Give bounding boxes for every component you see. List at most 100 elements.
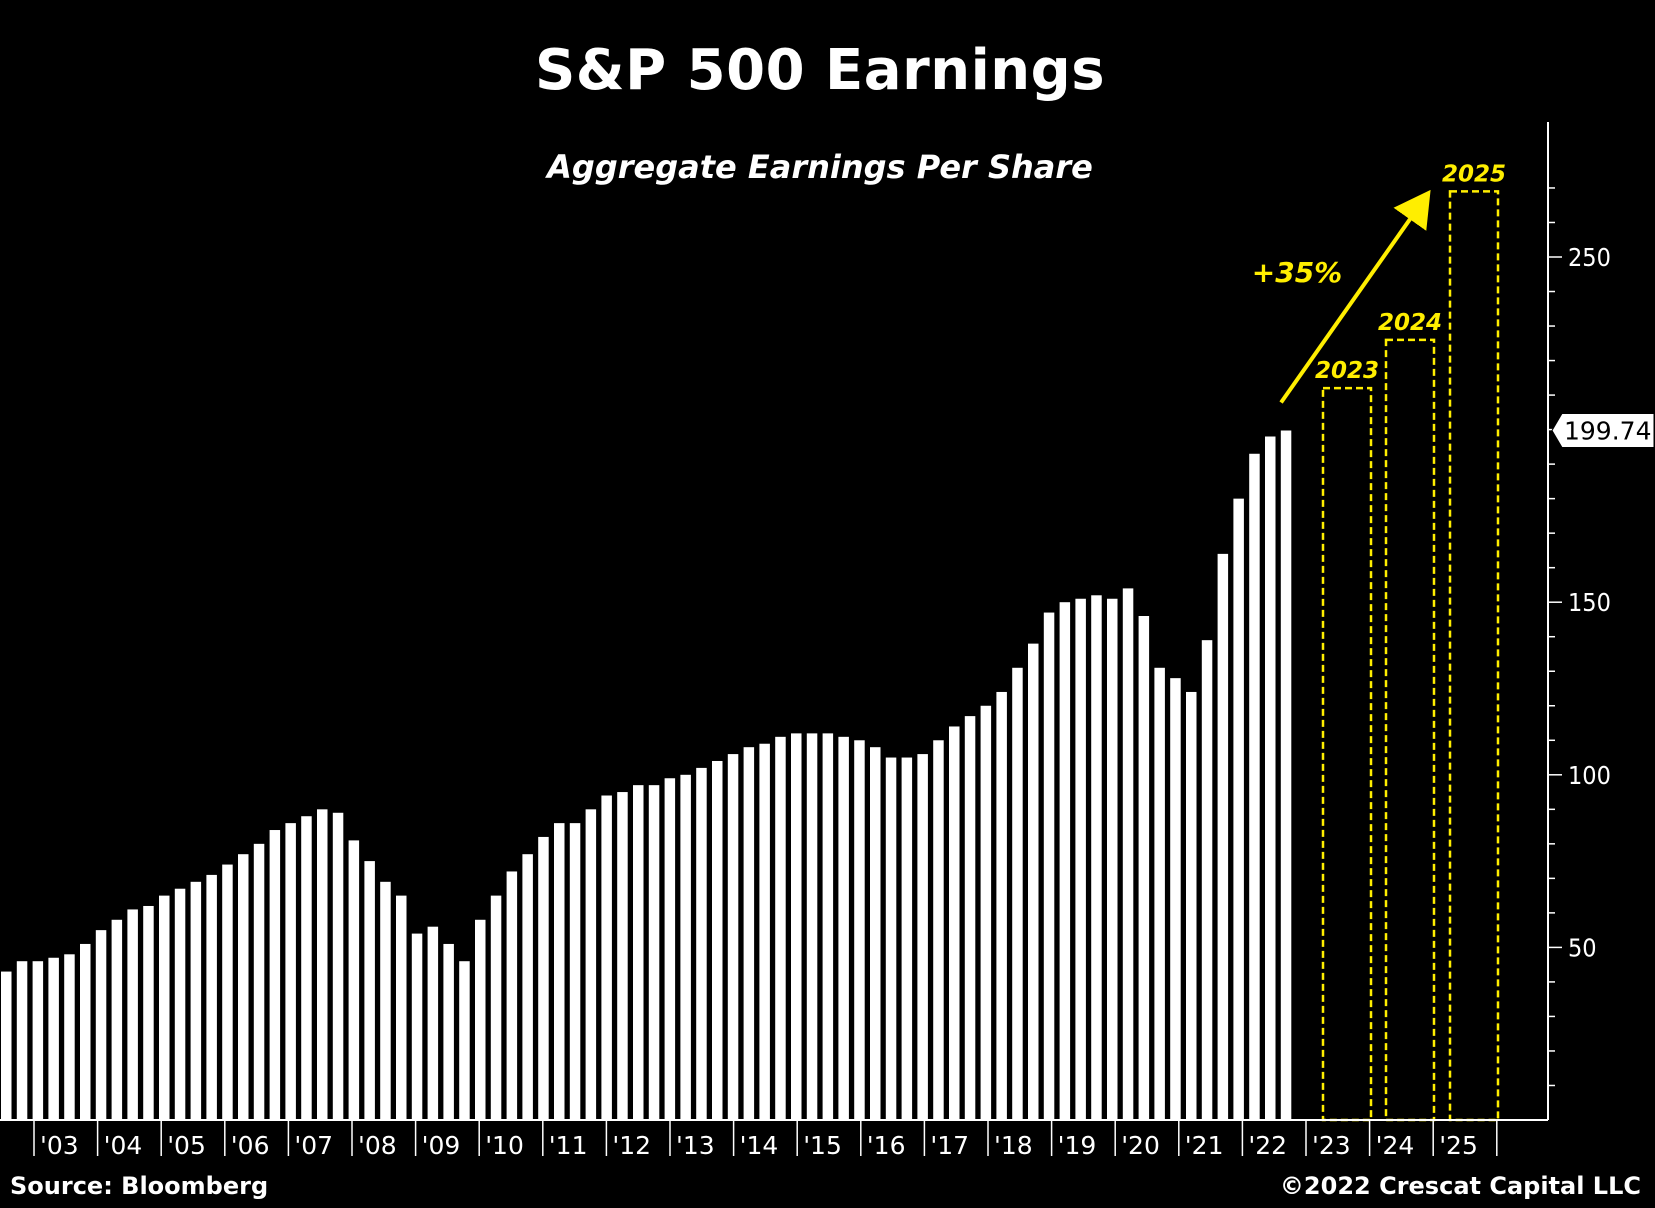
- bars-layer: [1, 430, 1292, 1120]
- eps-bar: [1075, 598, 1086, 1120]
- eps-bar: [1138, 616, 1150, 1120]
- eps-bar: [791, 733, 802, 1120]
- y-tick-label: 250: [1568, 243, 1611, 272]
- eps-bar: [301, 816, 312, 1120]
- growth-annotation: +35%: [1252, 256, 1342, 289]
- eps-bar: [317, 809, 328, 1120]
- copyright-note: ©2022 Crescat Capital LLC: [1279, 1172, 1641, 1200]
- eps-bar: [1280, 430, 1292, 1120]
- eps-bar: [1, 971, 12, 1120]
- x-tick-label: '05: [167, 1131, 206, 1160]
- eps-bar: [1122, 588, 1134, 1120]
- x-tick-label: '08: [358, 1131, 397, 1160]
- eps-bar: [1217, 553, 1229, 1120]
- eps-bar: [996, 691, 1007, 1120]
- projection-label-2023: 2023: [1315, 358, 1379, 384]
- x-tick-label: '03: [40, 1131, 79, 1160]
- x-tick-label: '24: [1376, 1131, 1415, 1160]
- eps-bar: [159, 895, 170, 1120]
- x-tick-label: '23: [1312, 1131, 1351, 1160]
- eps-bar: [980, 705, 992, 1120]
- eps-bar: [870, 747, 881, 1120]
- eps-bar: [664, 778, 676, 1120]
- projection-bar-2025: [1448, 190, 1500, 1122]
- eps-bar: [727, 754, 739, 1120]
- y-tick-label: 50: [1568, 933, 1597, 962]
- eps-bar: [964, 716, 976, 1120]
- eps-bar: [506, 871, 518, 1120]
- eps-bar: [1170, 678, 1181, 1120]
- x-tick-label: '11: [549, 1131, 588, 1160]
- eps-bar: [127, 909, 138, 1120]
- axis-layer: 50 100 150 250 199.74 '03 '04 '05 '06 '07 '08 '09 '1…: [0, 122, 1655, 1160]
- eps-bar: [348, 840, 360, 1120]
- x-tick-label: '04: [104, 1131, 143, 1160]
- eps-bar: [411, 933, 423, 1120]
- eps-bar: [95, 930, 107, 1120]
- eps-bar: [1043, 612, 1055, 1120]
- last-value-label: 199.74: [1564, 416, 1651, 445]
- eps-bar: [427, 926, 439, 1120]
- eps-bar: [1012, 667, 1023, 1120]
- y-tick-label: 150: [1568, 588, 1611, 617]
- eps-bar: [838, 736, 849, 1120]
- eps-bar: [32, 961, 44, 1120]
- x-tick-label: '25: [1439, 1131, 1478, 1160]
- eps-bar: [1233, 498, 1244, 1120]
- source-note: Source: Bloomberg: [10, 1172, 269, 1200]
- eps-bar: [633, 785, 644, 1120]
- x-tick-label: '10: [485, 1131, 524, 1160]
- eps-bar: [554, 823, 565, 1120]
- eps-bar: [1265, 436, 1276, 1120]
- eps-bar: [885, 757, 897, 1120]
- eps-bar: [696, 767, 707, 1120]
- x-tick-label: '18: [994, 1131, 1033, 1160]
- eps-bar: [806, 733, 818, 1120]
- projection-bar-2023: [1321, 386, 1373, 1122]
- eps-bar: [822, 733, 834, 1120]
- eps-bar: [1249, 453, 1260, 1120]
- eps-bar: [854, 740, 865, 1120]
- eps-bar: [949, 726, 960, 1120]
- eps-bar: [1154, 667, 1165, 1120]
- eps-bar: [1107, 598, 1118, 1120]
- chart-subtitle: Aggregate Earnings Per Share: [547, 148, 1093, 186]
- eps-bar: [712, 760, 723, 1120]
- eps-bar: [917, 754, 928, 1120]
- eps-bar: [380, 881, 391, 1120]
- eps-bar: [569, 823, 581, 1120]
- eps-bar: [48, 957, 59, 1120]
- eps-bar: [775, 736, 786, 1120]
- eps-bar: [601, 795, 612, 1120]
- eps-bar: [1059, 602, 1071, 1120]
- eps-bar: [743, 747, 755, 1120]
- eps-bar: [332, 812, 344, 1120]
- x-tick-label: '21: [1185, 1131, 1224, 1160]
- growth-arrow: [1279, 189, 1431, 404]
- eps-bar: [174, 888, 186, 1120]
- eps-bar: [190, 881, 202, 1120]
- x-tick-label: '20: [1121, 1131, 1160, 1160]
- projection-bar-2024: [1384, 338, 1436, 1122]
- x-tick-label: '14: [740, 1131, 779, 1160]
- projection-label-2025: 2025: [1442, 161, 1506, 187]
- eps-bar: [648, 785, 660, 1120]
- eps-bar: [253, 843, 265, 1120]
- eps-bar: [617, 792, 628, 1120]
- eps-bar: [269, 830, 281, 1120]
- x-tick-label: '12: [612, 1131, 651, 1160]
- eps-bar: [475, 919, 486, 1120]
- last-value-flag: [1551, 412, 1655, 448]
- eps-bar: [901, 757, 913, 1120]
- eps-bar: [490, 895, 502, 1120]
- eps-bar: [364, 861, 375, 1120]
- eps-bar: [522, 854, 533, 1120]
- eps-bar: [206, 874, 217, 1120]
- x-tick-label: '16: [867, 1131, 906, 1160]
- eps-bar: [680, 774, 691, 1120]
- x-tick-label: '07: [294, 1131, 333, 1160]
- eps-bar: [285, 823, 296, 1120]
- eps-bar: [396, 895, 407, 1120]
